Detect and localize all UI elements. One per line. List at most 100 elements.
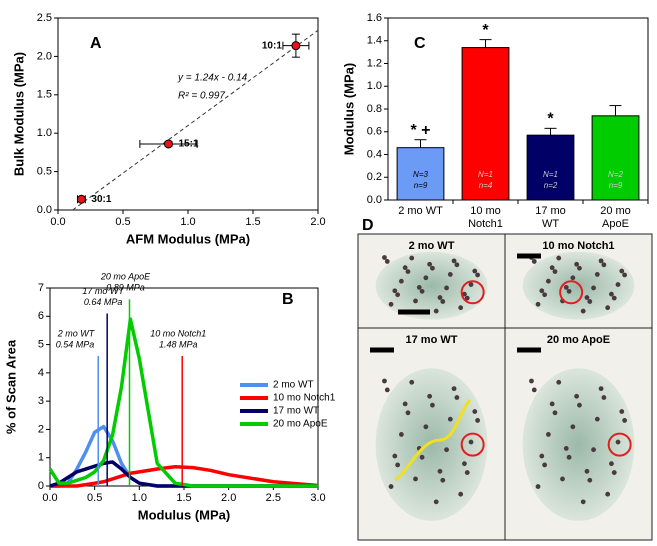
- x-tick-label: 1.5: [176, 492, 191, 504]
- x-tick-label: 10 mo Notch1: [468, 205, 503, 230]
- series-line: [48, 317, 318, 488]
- nucleus: [454, 262, 460, 268]
- nucleus: [464, 470, 470, 475]
- nucleus: [563, 446, 569, 451]
- point-label: 15:1: [179, 139, 199, 150]
- nucleus: [591, 447, 596, 453]
- nucleus: [584, 295, 590, 300]
- nucleus: [388, 484, 394, 489]
- annotation: y = 1.24x - 0.14: [177, 73, 248, 84]
- nucleus: [611, 470, 617, 475]
- x-tick-label: 2.5: [266, 492, 281, 504]
- nucleus: [545, 432, 551, 437]
- nucleus: [577, 265, 582, 271]
- nucleus: [574, 393, 580, 399]
- nucleus: [384, 259, 390, 264]
- nucleus: [577, 402, 582, 408]
- nucleus: [545, 278, 551, 284]
- annotation: 2 mo WT: [57, 328, 96, 338]
- nucleus: [472, 409, 478, 414]
- nucleus: [402, 265, 408, 271]
- nucleus: [433, 499, 439, 505]
- x-tick-label: 0.5: [87, 492, 102, 504]
- nucleus: [570, 424, 576, 430]
- x-axis-title: Modulus (MPa): [138, 507, 230, 522]
- nucleus: [542, 462, 548, 468]
- nucleus: [395, 462, 401, 468]
- nucleus: [451, 258, 457, 264]
- nucleus: [468, 282, 474, 287]
- nucleus: [552, 410, 558, 416]
- micrograph-label: 2 mo WT: [409, 240, 455, 252]
- bar-label: n=2: [544, 181, 558, 190]
- y-tick-label: 1.5: [37, 89, 52, 101]
- nucleus: [427, 261, 433, 267]
- nucleus: [591, 285, 596, 291]
- nucleus: [423, 424, 429, 430]
- nucleus: [392, 453, 398, 459]
- nucleus: [398, 432, 404, 437]
- point-label: 30:1: [91, 194, 111, 205]
- y-axis-title: Bulk Modulus (MPa): [11, 52, 26, 176]
- y-axis-title: % of Scan Area: [3, 339, 18, 434]
- annotation: 0.64 MPa: [84, 297, 123, 307]
- legend-label: 10 mo Notch1: [273, 393, 336, 404]
- significance: *: [482, 22, 489, 39]
- nucleus: [413, 298, 418, 304]
- y-tick-label: 0: [38, 480, 44, 492]
- micrograph-label: 10 mo Notch1: [542, 240, 614, 252]
- y-tick-label: 4: [38, 367, 44, 379]
- nucleus: [566, 454, 572, 460]
- nucleus: [458, 491, 464, 497]
- bar-label: n=9: [609, 181, 623, 190]
- nucleus: [594, 416, 600, 422]
- bar-label: N=1: [543, 170, 558, 179]
- nucleus: [447, 272, 453, 277]
- nucleus: [444, 285, 449, 291]
- highlight-circle: [460, 432, 485, 457]
- bar-label: N=2: [608, 170, 623, 179]
- annotation: 0.54 MPa: [56, 339, 95, 349]
- nucleus: [427, 393, 433, 399]
- nucleus: [529, 378, 534, 384]
- significance: * +: [410, 122, 430, 139]
- x-tick-label: 17 mo WT: [535, 205, 566, 230]
- y-tick-label: 2.0: [37, 50, 52, 62]
- bar-label: N=1: [478, 170, 493, 179]
- annotation: 20 mo ApoE: [100, 272, 151, 282]
- series-line: [50, 424, 318, 488]
- y-tick-label: 2.5: [37, 12, 52, 24]
- nucleus: [409, 379, 415, 385]
- nucleus: [605, 491, 611, 497]
- nucleus: [462, 291, 467, 297]
- nucleus: [560, 476, 565, 482]
- x-tick-label: 2.0: [310, 216, 325, 228]
- nucleus: [419, 288, 425, 294]
- micrograph-label: 17 mo WT: [406, 334, 458, 346]
- nucleus: [609, 291, 614, 297]
- y-tick-label: 0.4: [367, 148, 382, 160]
- nucleus: [552, 269, 558, 274]
- nucleus: [405, 269, 411, 274]
- nucleus: [570, 275, 576, 281]
- x-tick-label: 1.0: [180, 216, 195, 228]
- nucleus: [615, 439, 621, 445]
- nucleus: [392, 288, 398, 294]
- nucleus: [556, 379, 562, 385]
- legend-label: 17 mo WT: [273, 406, 319, 417]
- x-tick-label: 1.0: [132, 492, 147, 504]
- nucleus: [437, 295, 443, 300]
- nucleus: [598, 258, 604, 264]
- nucleus: [556, 255, 562, 261]
- panel-letter: D: [362, 217, 374, 234]
- nucleus: [413, 476, 418, 482]
- nucleus: [398, 278, 404, 284]
- nucleus: [539, 453, 545, 459]
- micrograph-label: 20 mo ApoE: [547, 334, 610, 346]
- highlight-circle: [607, 432, 632, 457]
- nucleus: [619, 268, 625, 274]
- y-tick-label: 7: [38, 282, 44, 294]
- trace: [394, 398, 472, 482]
- y-tick-label: 1.0: [37, 127, 52, 139]
